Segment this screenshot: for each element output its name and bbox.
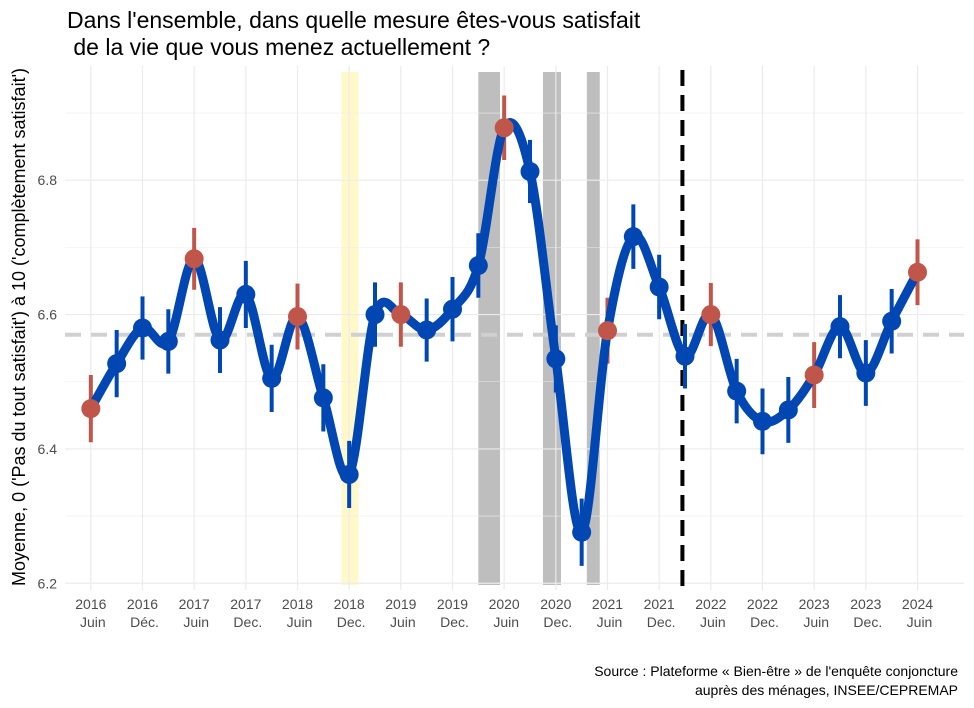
data-point-30: [856, 363, 876, 383]
y-tick-label-2: 6.6: [38, 307, 58, 323]
x-tick-year-4: 2018: [282, 596, 313, 612]
highlight-point-20: [598, 321, 617, 341]
x-tick-year-9: 2020: [540, 596, 571, 612]
highlight-point-8: [288, 307, 307, 327]
x-tick-year-7: 2019: [437, 596, 468, 612]
chart-title-line-2: de la vie que vous menez actuellement ?: [67, 34, 490, 60]
data-point-10: [339, 464, 359, 484]
x-tick-period-14: Juin: [803, 614, 829, 630]
x-tick-period-12: Juin: [700, 614, 726, 630]
data-point-17: [520, 161, 540, 181]
x-tick-year-0: 2016: [75, 596, 106, 612]
data-point-5: [210, 330, 230, 350]
x-tick-year-2: 2017: [179, 596, 210, 612]
x-tick-period-0: Juin: [80, 614, 106, 630]
data-point-1: [107, 354, 127, 374]
highlight-point-32: [908, 262, 927, 282]
data-point-27: [778, 400, 798, 420]
shaded-periods: [341, 72, 600, 585]
x-tick-year-14: 2023: [799, 596, 830, 612]
x-tick-period-8: Juin: [493, 614, 519, 630]
data-point-21: [623, 227, 643, 247]
data-point-3: [158, 331, 178, 351]
data-point-31: [882, 311, 902, 331]
x-tick-period-1: Déc.: [130, 614, 159, 630]
x-tick-period-15: Dec.: [853, 614, 882, 630]
data-point-15: [468, 256, 488, 276]
x-tick-period-13: Dec.: [750, 614, 779, 630]
chart-title-line-1: Dans l'ensemble, dans quelle mesure êtes…: [67, 7, 641, 33]
grid-lines: [65, 66, 964, 590]
x-tick-year-5: 2018: [334, 596, 365, 612]
data-point-14: [443, 299, 462, 319]
data-point-25: [727, 381, 747, 401]
x-tick-period-2: Juin: [183, 614, 209, 630]
shaded-band-0: [341, 72, 359, 585]
data-point-22: [649, 277, 669, 297]
shaded-band-1: [478, 72, 501, 585]
x-tick-year-10: 2021: [592, 596, 623, 612]
x-tick-year-6: 2019: [385, 596, 416, 612]
data-point-18: [546, 349, 566, 369]
x-tick-year-11: 2021: [644, 596, 675, 612]
x-tick-period-4: Juin: [287, 614, 313, 630]
data-point-6: [236, 284, 256, 304]
x-tick-period-10: Juin: [597, 614, 623, 630]
data-point-11: [365, 305, 385, 325]
x-tick-period-9: Dec.: [543, 614, 572, 630]
highlight-point-28: [804, 365, 824, 385]
data-point-23: [675, 346, 695, 366]
x-tick-year-3: 2017: [230, 596, 261, 612]
highlight-point-0: [81, 399, 101, 419]
x-tick-year-8: 2020: [489, 596, 520, 612]
data-point-19: [572, 522, 592, 542]
y-axis-label: Moyenne, 0 ('Pas du tout satisfait') à 1…: [9, 68, 29, 586]
highlight-point-12: [391, 305, 411, 325]
x-axis-ticks: 2016 Juin 2016 Déc. 2017 Juin 2017 Dec. 2018 Juin…: [75, 596, 933, 630]
data-points: [81, 118, 927, 542]
caption-line-2: auprès des ménages, INSEE/CEPREMAP: [695, 682, 958, 698]
data-point-13: [417, 320, 437, 340]
x-tick-year-16: 2024: [902, 596, 933, 612]
y-axis-ticks: 6.2 6.4 6.6 6.8: [38, 172, 58, 591]
highlight-point-24: [701, 305, 721, 325]
x-tick-year-12: 2022: [695, 596, 726, 612]
x-tick-period-16: Juin: [907, 614, 933, 630]
y-tick-label-3: 6.8: [38, 172, 58, 188]
data-point-26: [753, 411, 772, 431]
x-tick-period-6: Juin: [390, 614, 416, 630]
x-tick-year-15: 2023: [850, 596, 881, 612]
data-point-29: [830, 317, 850, 337]
x-tick-period-5: Dec.: [337, 614, 366, 630]
x-tick-period-7: Dec.: [440, 614, 469, 630]
data-point-7: [262, 368, 282, 388]
x-tick-year-1: 2016: [127, 596, 158, 612]
highlight-point-4: [184, 249, 204, 269]
x-tick-year-13: 2022: [747, 596, 778, 612]
y-tick-label-1: 6.4: [38, 441, 58, 457]
data-point-2: [133, 318, 152, 338]
x-tick-period-3: Dec.: [233, 614, 262, 630]
data-point-9: [313, 388, 333, 408]
x-tick-period-11: Dec.: [647, 614, 676, 630]
caption-line-1: Source : Plateforme « Bien-être » de l'e…: [594, 663, 958, 679]
highlight-point-16: [494, 118, 514, 138]
y-tick-label-0: 6.2: [38, 575, 58, 591]
